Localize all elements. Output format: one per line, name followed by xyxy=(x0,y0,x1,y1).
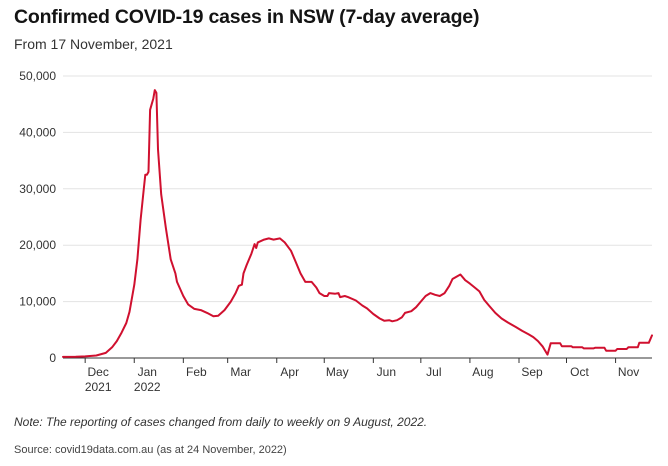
y-tick-label: 40,000 xyxy=(19,125,56,139)
x-tick-label: Nov xyxy=(618,365,639,379)
y-axis: 0 10,000 20,000 30,000 40,000 50,000 xyxy=(19,69,56,365)
x-tick-label: Jun xyxy=(377,365,396,379)
x-axis: Dec 2021 Jan 2022 Feb Mar Apr May Jun Jul Aug Sep Oc… xyxy=(63,357,652,394)
x-tick-label: Jul xyxy=(426,365,441,379)
chart-title: Confirmed COVID-19 cases in NSW (7-day a… xyxy=(14,6,480,28)
y-tick-label: 50,000 xyxy=(19,69,56,83)
series-layer xyxy=(62,89,653,358)
y-tick-label: 10,000 xyxy=(19,295,56,309)
x-tick-label: Mar xyxy=(230,365,251,379)
chart-source: Source: covid19data.com.au (as at 24 Nov… xyxy=(14,444,287,456)
y-tick-label: 20,000 xyxy=(19,238,56,252)
x-tick-label: Oct xyxy=(570,365,589,379)
x-tick-label: Feb xyxy=(186,365,207,379)
y-tick-label: 0 xyxy=(49,351,56,365)
series-line xyxy=(62,89,653,358)
chart-note: Note: The reporting of cases changed fro… xyxy=(14,415,428,429)
x-tick-label: Jan 2022 xyxy=(134,365,161,394)
x-tick-label: Apr xyxy=(280,365,299,379)
y-tick-label: 30,000 xyxy=(19,182,56,196)
x-tick-label: Dec 2021 xyxy=(85,365,112,394)
x-tick-label: Sep xyxy=(521,365,543,379)
x-tick-label: Aug xyxy=(472,365,493,379)
chart-subtitle: From 17 November, 2021 xyxy=(14,36,173,52)
x-tick-label: May xyxy=(326,365,349,379)
gridlines xyxy=(63,75,652,303)
